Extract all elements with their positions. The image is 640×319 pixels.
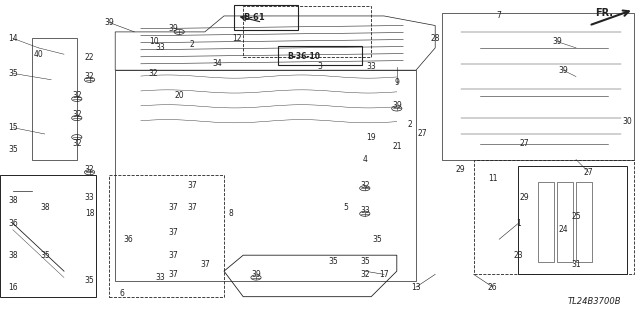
Text: 12: 12 [232, 34, 241, 43]
Text: 9: 9 [394, 78, 399, 87]
Text: 24: 24 [558, 225, 568, 234]
Text: 31: 31 [571, 260, 581, 269]
Text: 39: 39 [104, 18, 114, 27]
Text: 34: 34 [212, 59, 223, 68]
Text: 8: 8 [228, 209, 233, 218]
Text: 35: 35 [360, 257, 370, 266]
Text: 39: 39 [558, 66, 568, 75]
Text: 33: 33 [155, 43, 165, 52]
Text: 36: 36 [123, 235, 133, 244]
Text: 1: 1 [516, 219, 521, 228]
Text: 29: 29 [520, 193, 530, 202]
Text: 27: 27 [584, 168, 594, 177]
Text: 38: 38 [40, 203, 50, 212]
Text: 37: 37 [187, 203, 197, 212]
Text: 18: 18 [85, 209, 94, 218]
Text: 20: 20 [174, 91, 184, 100]
Text: 4: 4 [362, 155, 367, 164]
Text: 22: 22 [85, 53, 94, 62]
Bar [538, 182, 554, 262]
Text: 36: 36 [8, 219, 18, 228]
Text: 35: 35 [328, 257, 338, 266]
Text: 11: 11 [488, 174, 497, 183]
Text: B-61: B-61 [243, 13, 265, 22]
Text: 27: 27 [520, 139, 530, 148]
Text: 37: 37 [168, 203, 178, 212]
Text: 33: 33 [360, 206, 370, 215]
Text: 35: 35 [372, 235, 383, 244]
Text: 35: 35 [40, 251, 50, 260]
Text: TL24B3700B: TL24B3700B [567, 297, 621, 306]
Text: 40: 40 [33, 50, 44, 59]
Text: 32: 32 [148, 69, 159, 78]
Text: 33: 33 [155, 273, 165, 282]
Text: B-36-10: B-36-10 [287, 52, 321, 61]
Text: 15: 15 [8, 123, 18, 132]
Text: 6: 6 [119, 289, 124, 298]
Text: 7: 7 [497, 11, 502, 20]
Text: 25: 25 [571, 212, 581, 221]
Text: 29: 29 [456, 165, 466, 174]
Text: 16: 16 [8, 283, 18, 292]
Bar [109, 175, 224, 297]
Text: 37: 37 [187, 181, 197, 189]
Text: 33: 33 [366, 63, 376, 71]
Text: 32: 32 [360, 270, 370, 279]
Bar [576, 182, 592, 262]
Text: 35: 35 [8, 145, 18, 154]
Text: 33: 33 [84, 193, 95, 202]
Text: 38: 38 [8, 251, 18, 260]
Text: 39: 39 [251, 270, 261, 279]
Text: 38: 38 [8, 197, 18, 205]
Text: 39: 39 [552, 37, 562, 46]
Text: 32: 32 [360, 181, 370, 189]
Text: 32: 32 [72, 110, 82, 119]
Text: 13: 13 [411, 283, 421, 292]
Text: 17: 17 [379, 270, 389, 279]
Text: 5: 5 [343, 203, 348, 212]
Text: 35: 35 [84, 276, 95, 285]
Text: 3: 3 [317, 63, 323, 71]
Text: 37: 37 [168, 270, 178, 279]
Text: 21: 21 [392, 142, 401, 151]
Text: 27: 27 [417, 130, 428, 138]
Bar [0, 175, 96, 297]
Text: 2: 2 [407, 120, 412, 129]
Text: 37: 37 [168, 251, 178, 260]
Bar [243, 6, 371, 57]
Text: 14: 14 [8, 34, 18, 43]
Text: 37: 37 [168, 228, 178, 237]
Bar [474, 160, 634, 274]
Text: 23: 23 [513, 251, 524, 260]
Text: 39: 39 [168, 24, 178, 33]
Text: 39: 39 [392, 101, 402, 110]
Text: 35: 35 [8, 69, 18, 78]
Text: 37: 37 [200, 260, 210, 269]
Text: 19: 19 [366, 133, 376, 142]
Text: 2: 2 [189, 40, 195, 49]
Bar [557, 182, 573, 262]
Text: FR.: FR. [595, 8, 613, 18]
Text: 10: 10 [148, 37, 159, 46]
Text: 28: 28 [431, 34, 440, 43]
Text: 32: 32 [72, 139, 82, 148]
Text: 32: 32 [84, 72, 95, 81]
Bar [518, 166, 627, 274]
Text: 30: 30 [622, 117, 632, 126]
Text: 26: 26 [488, 283, 498, 292]
Text: 32: 32 [84, 165, 95, 174]
Text: 32: 32 [72, 91, 82, 100]
